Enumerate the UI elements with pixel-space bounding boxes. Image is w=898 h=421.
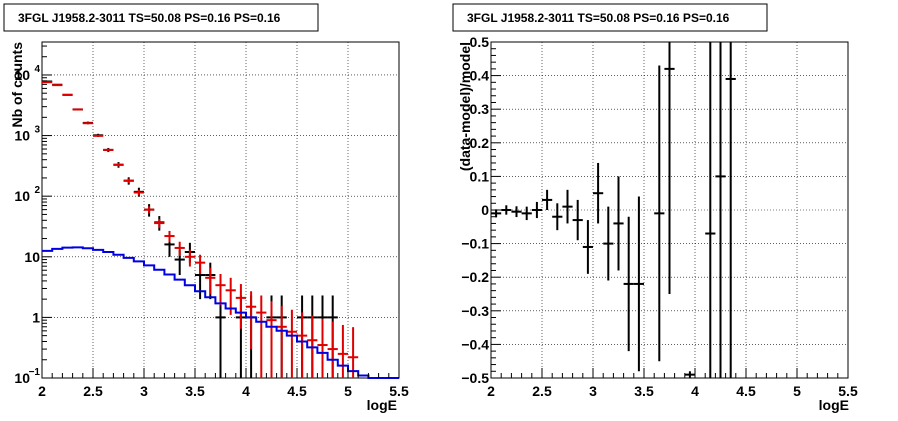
y-tick-label: 10 [14,67,30,83]
counts-marks [42,80,399,379]
residual-x-axis-label: logE [819,397,849,413]
y-tick-exponent: 4 [34,64,40,75]
y-tick-label: 0.5 [470,34,490,50]
counts-title-box [3,3,319,32]
x-tick-label: 4 [242,383,250,399]
residual-title: 3FGL J1958.2-3011 TS=50.08 PS=0.16 PS=0.… [467,11,730,25]
x-tick-label: 2 [487,383,495,399]
y-tick-label: 0.3 [470,101,490,117]
x-tick-label: 3 [140,383,148,399]
y-tick-label: 0.2 [470,135,490,151]
x-tick-label: 3.5 [634,383,654,399]
y-tick-exponent: 3 [34,125,40,136]
y-tick-label: 0.1 [470,168,490,184]
y-tick-label: 10 [14,188,30,204]
counts-y-axis-label: Nb of counts [9,42,25,128]
x-tick-label: 5 [344,383,352,399]
residual-marks [491,42,736,378]
x-tick-label: 5.5 [838,383,858,399]
x-tick-label: 2 [38,383,46,399]
x-tick-label: 3 [589,383,597,399]
y-tick-label: 10 [14,370,30,386]
y-tick-label: −0.2 [461,269,489,285]
y-tick-label: −0.4 [461,336,489,352]
x-tick-label: 2.5 [532,383,552,399]
y-tick-label: −0.3 [461,303,489,319]
x-tick-label: 4.5 [736,383,756,399]
y-tick-label: −0.1 [461,236,489,252]
y-tick-label: 1 [32,309,40,325]
y-tick-label: 10 [24,249,40,265]
y-tick-label: 0.4 [470,68,490,84]
model-step-line [42,246,399,379]
x-tick-label: 5.5 [389,383,409,399]
y-tick-exponent: 2 [34,185,40,196]
x-tick-label: 4.5 [287,383,307,399]
y-tick-label: 0 [481,202,489,218]
counts-x-axis-label: logE [367,397,397,413]
counts-panel: 3FGL J1958.2-3011 TS=50.08 PS=0.16 PS=0.… [3,3,409,413]
residual-y-axis-label: (data-model)/model [457,42,473,171]
y-tick-label: −0.5 [461,370,489,386]
x-tick-label: 4 [691,383,699,399]
x-tick-label: 2.5 [83,383,103,399]
x-tick-label: 3.5 [185,383,205,399]
residual-ticks: 2 2.5 3 3.5 4 4.5 5 5.5 −0.5 −0.4 −0.3 −0.2 −0.1 0 0.1… [461,34,858,399]
residual-grid [491,42,848,378]
residual-panel: 3FGL J1958.2-3011 TS=50.08 PS=0.16 PS=0.… [452,3,858,413]
x-tick-label: 5 [793,383,801,399]
residual-title-box [452,3,768,32]
counts-title: 3FGL J1958.2-3011 TS=50.08 PS=0.16 PS=0.… [18,11,281,25]
y-tick-label: 10 [14,128,30,144]
y-tick-exponent: −1 [29,367,41,378]
